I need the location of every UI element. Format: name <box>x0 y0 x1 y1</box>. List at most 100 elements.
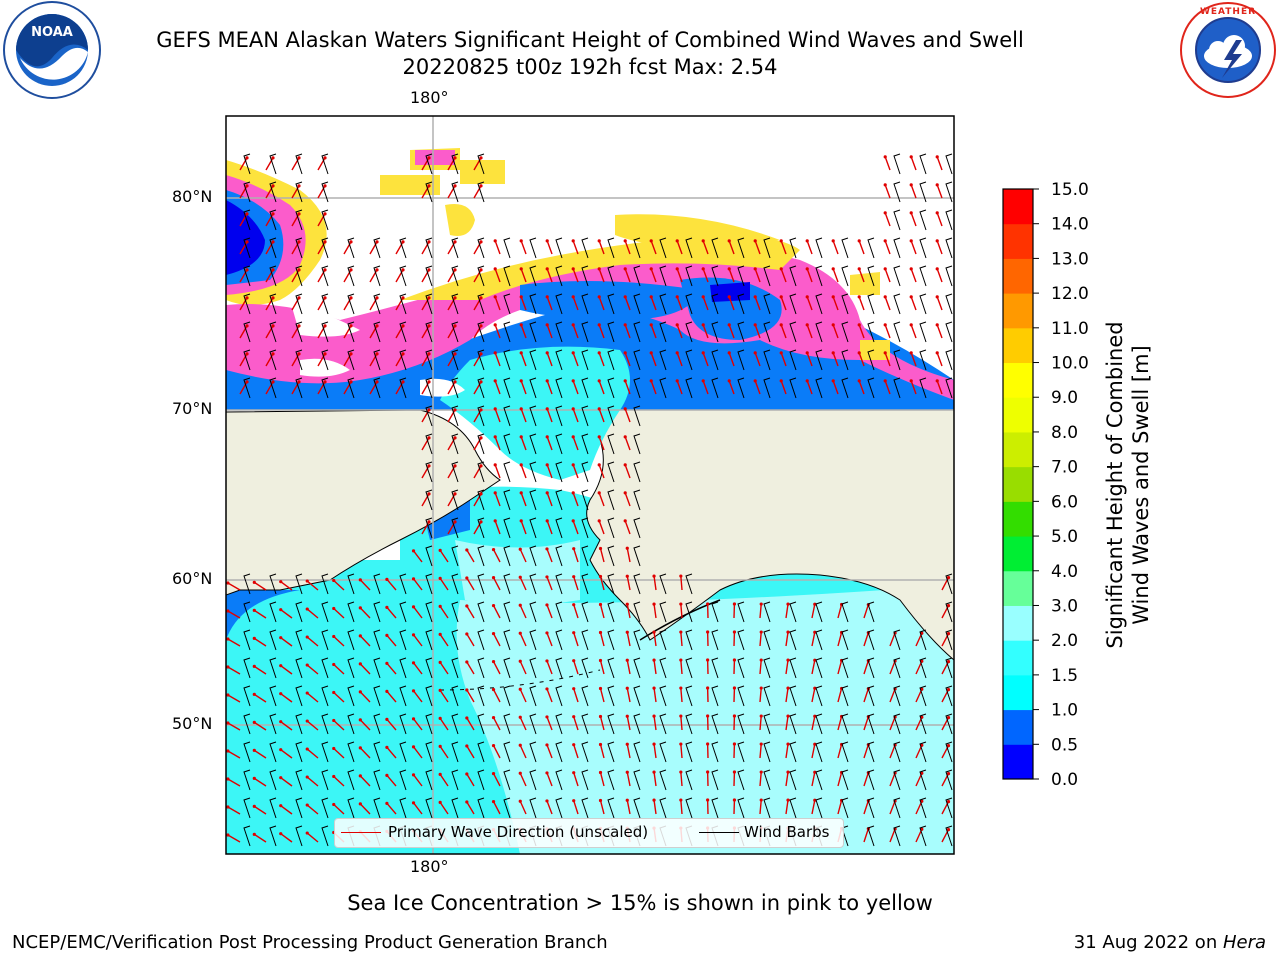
wave-arrow-head <box>571 267 575 271</box>
wind-barb <box>243 349 251 371</box>
colorbar-segment <box>1003 189 1033 225</box>
wave-arrow-head <box>465 548 469 552</box>
wind-barb <box>477 769 485 791</box>
wave-direction-arrow <box>759 659 762 675</box>
wave-arrow-head <box>375 268 379 272</box>
wave-direction-arrow <box>858 352 865 367</box>
wave-direction-arrow <box>317 157 326 171</box>
wave-direction-arrow <box>573 548 579 563</box>
wind-barb <box>867 685 875 707</box>
wind-barb <box>919 181 927 203</box>
wave-direction-arrow <box>626 548 631 563</box>
wave-arrow-head <box>358 606 362 610</box>
wind-barb <box>451 601 459 623</box>
wave-direction-arrow <box>653 632 657 647</box>
wind-barb <box>321 797 329 819</box>
wave-direction-arrow <box>889 744 896 759</box>
wave-arrow-head <box>652 574 656 578</box>
wind-barb <box>555 713 563 735</box>
wave-direction-arrow <box>265 297 274 311</box>
wind-barb <box>295 685 303 707</box>
wave-direction-arrow <box>573 660 579 675</box>
wind-barb <box>243 629 251 651</box>
wave-direction-arrow <box>343 241 352 255</box>
wind-barb <box>269 741 277 763</box>
wave-direction-arrow <box>889 688 896 703</box>
wave-direction-arrow <box>811 632 816 647</box>
wind-barb <box>815 377 823 399</box>
wave-direction-arrow <box>546 716 553 731</box>
noaa-logo-icon: NOAA <box>3 1 101 99</box>
wave-arrow-head <box>427 520 431 524</box>
wave-arrow-head <box>271 240 275 244</box>
wave-arrow-head <box>649 379 653 383</box>
wave-arrow-head <box>245 296 249 300</box>
wind-barb <box>243 657 251 679</box>
wave-arrow-head <box>909 267 913 271</box>
wave-arrow-head <box>519 295 523 299</box>
wind-barb <box>269 825 277 847</box>
wave-direction-arrow <box>473 437 482 451</box>
wave-arrow-head <box>349 296 353 300</box>
sea-ice-pink <box>226 244 954 400</box>
wave-arrow-head <box>491 743 496 748</box>
wave-direction-arrow <box>936 352 943 367</box>
wave-arrow-head <box>358 774 362 778</box>
wave-arrow-head <box>271 324 275 328</box>
wind-barb <box>399 293 407 315</box>
wave-arrow-head <box>518 799 522 803</box>
wave-arrow-head <box>545 435 549 439</box>
wave-arrow-head <box>453 464 457 468</box>
colorbar-segment <box>1003 466 1033 502</box>
wave-direction-arrow <box>317 325 326 339</box>
wave-arrow-head <box>732 630 737 634</box>
wave-arrow-head <box>349 268 353 272</box>
wave-direction-arrow <box>239 185 248 199</box>
wave-direction-arrow <box>728 240 735 255</box>
wave-arrow-head <box>519 491 523 495</box>
wind-barb <box>867 741 875 763</box>
wave-arrow-head <box>479 240 483 244</box>
colorbar-tick-label: 7.0 <box>1051 458 1078 478</box>
wave-direction-arrow <box>626 632 631 647</box>
wind-barb <box>711 601 719 623</box>
wave-arrow-head <box>813 686 817 690</box>
wind-barb <box>321 629 329 651</box>
colorbar-tick-label: 9.0 <box>1051 388 1078 408</box>
wave-arrow-head <box>545 407 549 411</box>
wave-arrow-head <box>427 296 431 300</box>
wave-direction-arrow <box>863 772 869 787</box>
wave-arrow-head <box>323 296 327 300</box>
wind-barb <box>529 349 537 371</box>
wind-barb <box>581 405 589 427</box>
wave-direction-arrow <box>573 744 579 759</box>
wave-direction-arrow <box>227 806 241 815</box>
wind-barb <box>529 797 537 819</box>
wave-direction-arrow <box>910 156 917 171</box>
wind-barb <box>399 377 407 399</box>
wind-barb <box>477 377 485 399</box>
wave-arrow-head <box>252 664 256 668</box>
wave-arrow-head <box>625 658 629 662</box>
wave-direction-arrow <box>884 352 891 367</box>
wave-arrow-head <box>779 267 783 271</box>
wave-arrow-head <box>465 688 469 692</box>
colorbar-label-line2: Wind Waves and Swell [m] <box>1129 345 1153 625</box>
wave-direction-arrow <box>306 664 319 675</box>
wave-direction-arrow <box>421 381 430 395</box>
wave-direction-arrow <box>369 241 378 255</box>
wind-barb <box>425 461 433 483</box>
wind-barb <box>399 685 407 707</box>
wave-direction-arrow <box>395 241 404 255</box>
wave-arrow-head <box>438 576 442 580</box>
wave-arrow-head <box>519 239 523 243</box>
wind-barb <box>269 181 277 203</box>
wave-direction-arrow <box>447 269 456 283</box>
wave-arrow-head <box>491 631 496 636</box>
wave-arrow-head <box>652 602 656 606</box>
wave-arrow-head <box>909 295 913 299</box>
wave-arrow-head <box>706 770 710 774</box>
wind-barb <box>841 657 849 679</box>
wave-direction-arrow <box>863 688 869 703</box>
